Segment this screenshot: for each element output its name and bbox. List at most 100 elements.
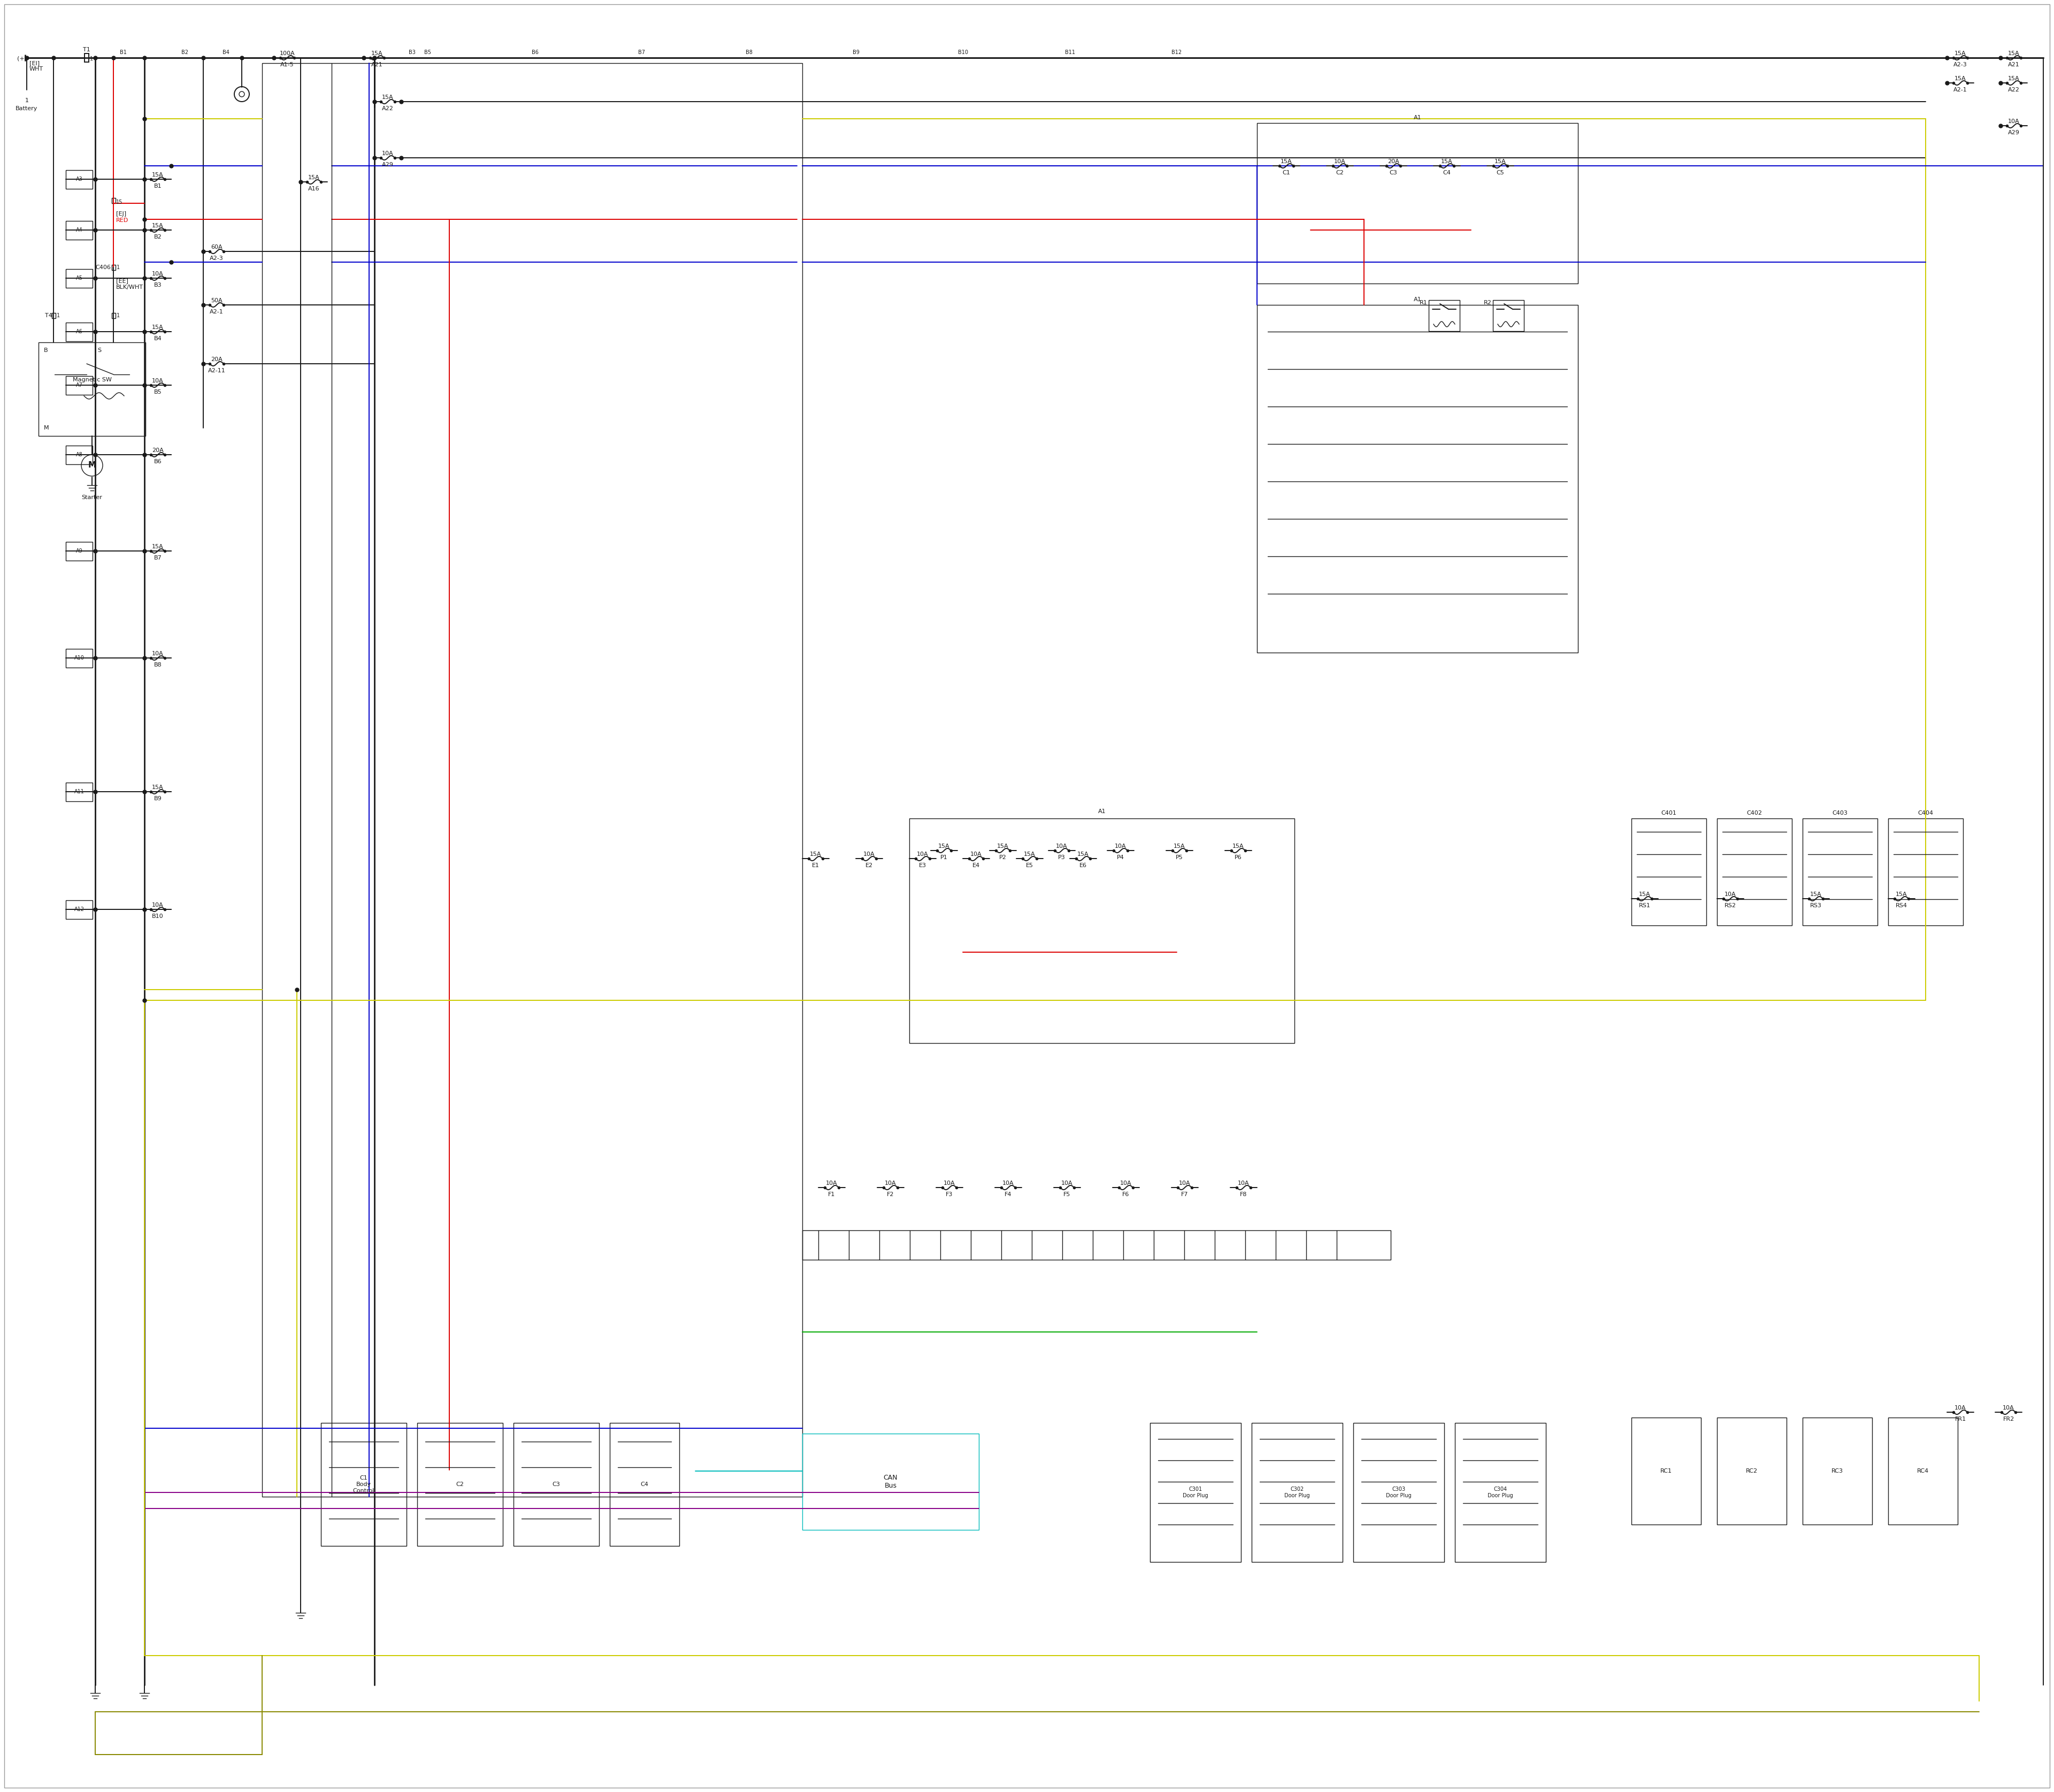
Text: RS1: RS1: [1639, 903, 1651, 909]
Text: Battery: Battery: [16, 106, 37, 111]
Text: 15A: 15A: [152, 324, 164, 330]
Text: A2-1: A2-1: [1953, 88, 1968, 93]
Text: 1: 1: [55, 314, 60, 319]
Text: 1: 1: [117, 314, 119, 319]
Text: B1: B1: [119, 50, 127, 56]
Text: A12: A12: [74, 907, 84, 912]
Text: 15A: 15A: [996, 844, 1009, 849]
Text: 10A: 10A: [1179, 1181, 1191, 1186]
Text: 10A: 10A: [1115, 844, 1126, 849]
Text: FR2: FR2: [2003, 1416, 2015, 1421]
Bar: [263, 63, 803, 1496]
Text: 10A: 10A: [1955, 1405, 1966, 1410]
Bar: [39, 342, 146, 435]
Text: C403: C403: [1832, 810, 1849, 815]
Text: C4: C4: [641, 1482, 649, 1487]
Bar: [1717, 1417, 1787, 1525]
Text: R2: R2: [1483, 299, 1491, 305]
Bar: [66, 323, 92, 340]
Text: 10A: 10A: [969, 851, 982, 857]
Text: RC2: RC2: [1746, 1468, 1758, 1473]
Text: [EI]: [EI]: [29, 61, 39, 66]
Text: P3: P3: [1058, 855, 1066, 860]
Text: C301
Door Plug: C301 Door Plug: [1183, 1487, 1208, 1498]
Text: C304
Door Plug: C304 Door Plug: [1487, 1487, 1514, 1498]
Text: A5: A5: [76, 276, 82, 281]
Text: 1: 1: [117, 265, 119, 271]
Text: 15A: 15A: [1639, 892, 1651, 898]
Bar: [84, 54, 88, 63]
Bar: [1493, 299, 1524, 332]
Bar: [111, 314, 115, 319]
Bar: [111, 265, 115, 271]
Text: 15A: 15A: [1023, 851, 1035, 857]
Text: B8: B8: [154, 663, 162, 668]
Text: P4: P4: [1117, 855, 1124, 860]
Bar: [1150, 1423, 1241, 1563]
Bar: [66, 541, 92, 561]
Text: A2-11: A2-11: [207, 367, 226, 373]
Text: 10A: 10A: [943, 1181, 955, 1186]
Bar: [1631, 1417, 1701, 1525]
Text: 100A: 100A: [279, 50, 296, 56]
Text: E5: E5: [1025, 862, 1033, 867]
Text: F5: F5: [1064, 1192, 1070, 1197]
Text: C2: C2: [456, 1482, 464, 1487]
Bar: [66, 170, 92, 188]
Text: E4: E4: [972, 862, 980, 867]
Text: A16: A16: [308, 186, 320, 192]
Text: C2: C2: [1335, 170, 1343, 176]
Text: C401: C401: [1662, 810, 1676, 815]
Text: (+): (+): [16, 56, 27, 61]
Text: A2-3: A2-3: [1953, 63, 1968, 68]
Text: A7: A7: [76, 382, 82, 387]
Text: 10A: 10A: [1062, 1181, 1072, 1186]
Text: R1: R1: [1419, 299, 1428, 305]
Bar: [1631, 819, 1707, 925]
Text: C5: C5: [1497, 170, 1504, 176]
Text: A2-3: A2-3: [210, 256, 224, 262]
Text: 15A: 15A: [152, 785, 164, 790]
Text: C303
Door Plug: C303 Door Plug: [1386, 1487, 1411, 1498]
Text: B4: B4: [154, 335, 162, 340]
Text: RS3: RS3: [1810, 903, 1822, 909]
Text: 15A: 15A: [1955, 75, 1966, 81]
Text: B7: B7: [639, 50, 645, 56]
Text: RC4: RC4: [1916, 1468, 1929, 1473]
Text: P2: P2: [998, 855, 1006, 860]
Text: C302
Door Plug: C302 Door Plug: [1284, 1487, 1310, 1498]
Text: 20A: 20A: [152, 448, 164, 453]
Text: 15A: 15A: [1173, 844, 1185, 849]
Text: 10A: 10A: [152, 271, 164, 276]
Text: 10A: 10A: [2009, 118, 2019, 124]
Text: M: M: [43, 425, 49, 430]
Text: Starter: Starter: [82, 495, 103, 500]
Text: A22: A22: [2009, 88, 2019, 93]
Text: 15A: 15A: [1955, 50, 1966, 56]
Text: A11: A11: [74, 788, 84, 794]
Text: 15A: 15A: [1495, 159, 1506, 165]
Text: A1: A1: [1099, 808, 1105, 814]
Bar: [803, 1231, 1391, 1260]
Text: F6: F6: [1121, 1192, 1130, 1197]
Text: B9: B9: [852, 50, 859, 56]
Text: C406: C406: [94, 265, 111, 271]
Text: A1: A1: [1413, 297, 1421, 303]
Text: [EE]: [EE]: [117, 278, 127, 283]
Bar: [1454, 1423, 1547, 1563]
Text: B8: B8: [746, 50, 752, 56]
Text: 15: 15: [117, 199, 123, 204]
Text: 10A: 10A: [152, 378, 164, 383]
Text: C4: C4: [1442, 170, 1450, 176]
Bar: [910, 819, 1294, 1043]
Text: 10A: 10A: [382, 151, 394, 156]
Text: B4: B4: [222, 50, 230, 56]
Text: 10A: 10A: [826, 1181, 838, 1186]
Text: F8: F8: [1241, 1192, 1247, 1197]
Text: 20A: 20A: [212, 357, 222, 362]
Bar: [417, 1423, 503, 1546]
Text: 15A: 15A: [382, 95, 394, 100]
Text: B: B: [43, 348, 47, 353]
Text: 15A: 15A: [1232, 844, 1245, 849]
Text: 15A: 15A: [2009, 50, 2019, 56]
